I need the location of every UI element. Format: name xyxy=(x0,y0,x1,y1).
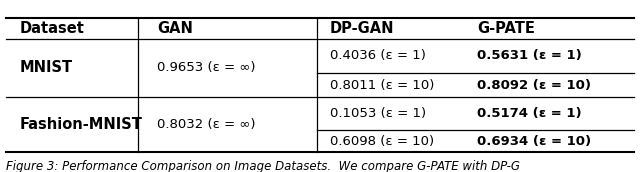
Text: G-PATE: G-PATE xyxy=(477,21,534,36)
Text: GAN: GAN xyxy=(157,21,193,36)
Text: 0.5174 (ε = 1): 0.5174 (ε = 1) xyxy=(477,107,581,120)
Text: 0.1053 (ε = 1): 0.1053 (ε = 1) xyxy=(330,107,426,120)
Text: 0.5631 (ε = 1): 0.5631 (ε = 1) xyxy=(477,49,582,62)
Text: 0.8092 (ε = 10): 0.8092 (ε = 10) xyxy=(477,79,591,92)
Text: Fashion-MNIST: Fashion-MNIST xyxy=(19,117,142,132)
Text: 0.6098 (ε = 10): 0.6098 (ε = 10) xyxy=(330,135,434,148)
Text: Figure 3: Performance Comparison on Image Datasets.  We compare G-PATE with DP-G: Figure 3: Performance Comparison on Imag… xyxy=(6,160,520,172)
Text: 0.4036 (ε = 1): 0.4036 (ε = 1) xyxy=(330,49,426,62)
Text: 0.6934 (ε = 10): 0.6934 (ε = 10) xyxy=(477,135,591,148)
Text: 0.9653 (ε = ∞): 0.9653 (ε = ∞) xyxy=(157,61,255,74)
Text: Dataset: Dataset xyxy=(19,21,84,36)
Text: 0.8011 (ε = 10): 0.8011 (ε = 10) xyxy=(330,79,434,92)
Text: MNIST: MNIST xyxy=(19,60,72,76)
Text: DP-GAN: DP-GAN xyxy=(330,21,394,36)
Text: 0.8032 (ε = ∞): 0.8032 (ε = ∞) xyxy=(157,118,255,131)
